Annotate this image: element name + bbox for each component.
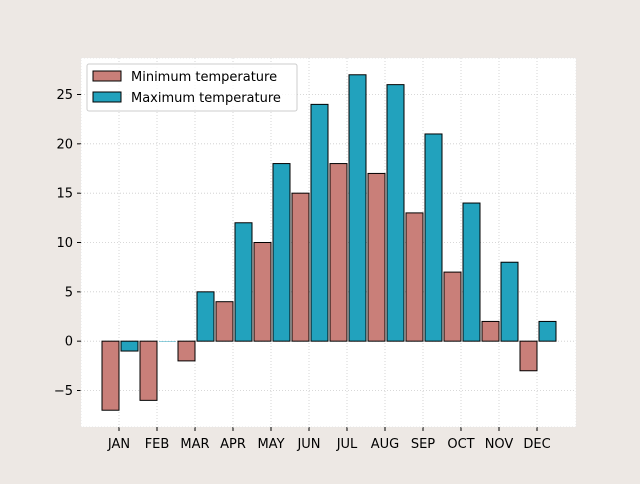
min-temp-bar-jul [329, 163, 348, 342]
min-temp-bar-apr [215, 301, 234, 342]
min-temp-bar-jun [291, 192, 310, 342]
legend-label-minimum: Minimum temperature [131, 70, 277, 85]
x-tick-label-aug: AUG [371, 437, 399, 452]
legend-swatch-maximum [92, 91, 122, 103]
max-temp-bar-jun [310, 103, 329, 342]
legend-swatch-minimum [92, 70, 122, 82]
max-temp-bar-mar [196, 291, 215, 342]
min-temp-bar-may [253, 242, 272, 342]
max-temp-bar-oct [462, 202, 481, 342]
x-tick-label-dec: DEC [523, 437, 550, 452]
max-temp-bar-nov [500, 261, 519, 342]
x-tick-label-sep: SEP [411, 437, 435, 452]
legend-label-maximum: Maximum temperature [131, 91, 281, 106]
max-temp-bar-apr [234, 222, 253, 342]
min-temp-bar-aug [367, 172, 386, 342]
bars [101, 74, 557, 411]
min-temp-bar-sep [405, 212, 424, 342]
y-tick-label: −5 [54, 384, 73, 399]
x-tick-label-jan: JAN [107, 437, 130, 452]
axis-ticks: −5 0 5 10 15 20 25 JAN FEB MAR APR MAY JUN JUL AUG SEP O… [54, 88, 551, 452]
min-temp-bar-jan [101, 340, 120, 411]
max-temp-bar-jul [348, 74, 367, 342]
min-temp-bar-feb [139, 340, 158, 401]
x-tick-label-apr: APR [220, 437, 246, 452]
legend-frame [86, 63, 298, 112]
max-temp-bar-jan [120, 340, 139, 352]
min-temp-bar-mar [177, 340, 196, 362]
x-tick-label-may: MAY [257, 437, 284, 452]
y-tick-label: 25 [56, 88, 73, 103]
y-tick-label: 10 [56, 236, 73, 251]
max-temp-bar-may [272, 163, 291, 342]
min-temp-bar-dec [519, 340, 538, 372]
y-tick-label: 20 [56, 137, 73, 152]
x-tick-label-feb: FEB [145, 437, 170, 452]
x-tick-label-jun: JUN [296, 437, 320, 452]
max-temp-bar-sep [424, 133, 443, 342]
legend: Minimum temperature Maximum temperature [86, 63, 298, 112]
y-tick-label: 15 [56, 187, 73, 202]
y-tick-label: 0 [65, 335, 73, 350]
x-tick-label-oct: OCT [447, 437, 474, 452]
max-temp-bar-aug [386, 84, 405, 342]
max-temp-bar-feb [159, 341, 176, 342]
max-temp-bar-dec [538, 320, 557, 342]
min-temp-bar-nov [481, 320, 500, 342]
min-temp-bar-oct [443, 271, 462, 342]
x-tick-label-nov: NOV [485, 437, 514, 452]
x-tick-label-jul: JUL [336, 437, 358, 452]
x-tick-label-mar: MAR [180, 437, 209, 452]
y-tick-label: 5 [65, 285, 73, 300]
